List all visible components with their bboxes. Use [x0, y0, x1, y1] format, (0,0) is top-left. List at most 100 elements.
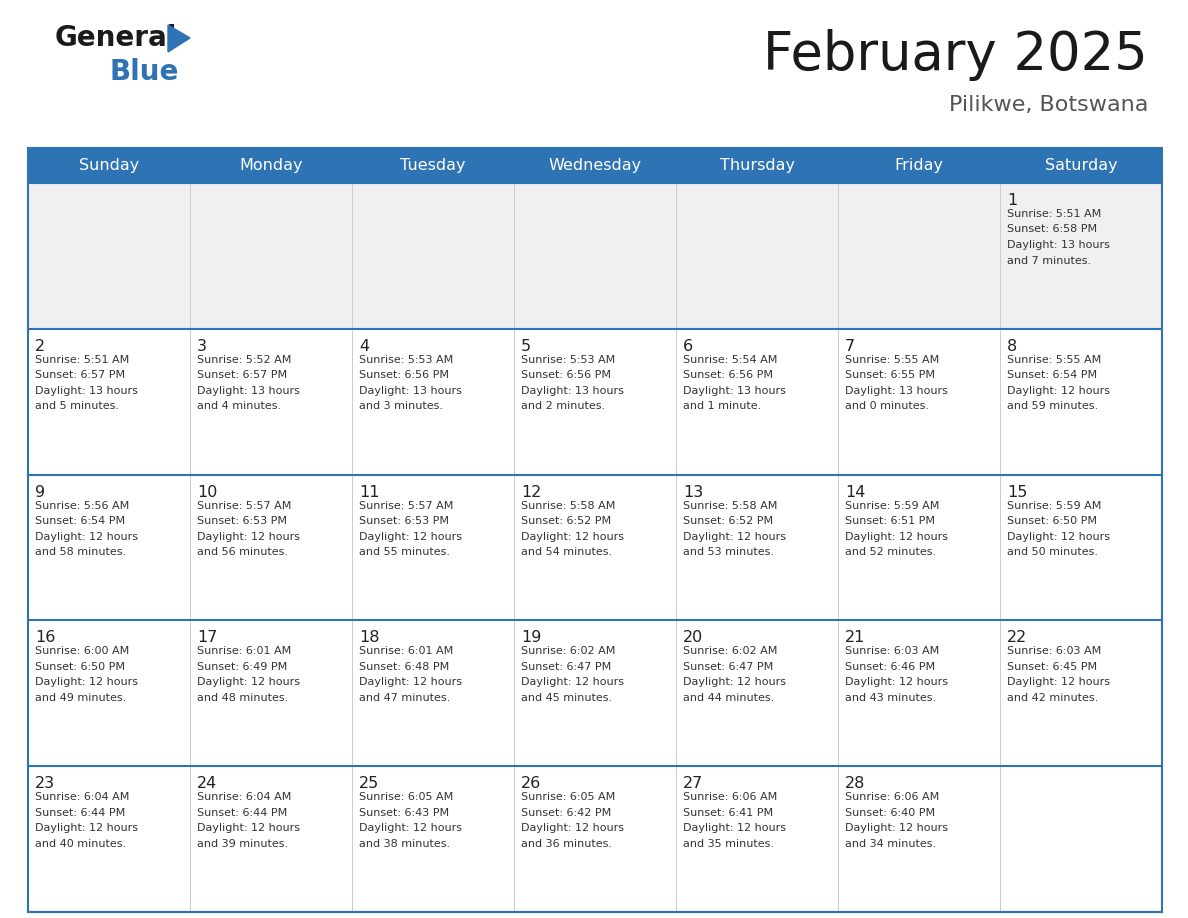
Text: Sunset: 6:52 PM: Sunset: 6:52 PM: [683, 516, 773, 526]
Text: 18: 18: [359, 631, 379, 645]
Text: Saturday: Saturday: [1044, 158, 1117, 173]
Bar: [29, 475, 1162, 621]
Text: Sunrise: 6:02 AM: Sunrise: 6:02 AM: [683, 646, 777, 656]
Text: Daylight: 12 hours: Daylight: 12 hours: [1007, 532, 1110, 542]
Text: 17: 17: [197, 631, 217, 645]
Text: and 0 minutes.: and 0 minutes.: [845, 401, 929, 411]
Text: Daylight: 12 hours: Daylight: 12 hours: [683, 823, 786, 834]
Text: 27: 27: [683, 777, 703, 791]
Text: and 2 minutes.: and 2 minutes.: [522, 401, 605, 411]
Text: Daylight: 12 hours: Daylight: 12 hours: [845, 823, 948, 834]
Bar: [29, 767, 1162, 912]
Text: Sunrise: 5:58 AM: Sunrise: 5:58 AM: [522, 500, 615, 510]
Text: Sunrise: 5:53 AM: Sunrise: 5:53 AM: [359, 354, 454, 364]
Text: Sunrise: 6:05 AM: Sunrise: 6:05 AM: [522, 792, 615, 802]
Text: Sunrise: 5:54 AM: Sunrise: 5:54 AM: [683, 354, 777, 364]
Bar: [29, 621, 1162, 767]
Text: Sunrise: 6:02 AM: Sunrise: 6:02 AM: [522, 646, 615, 656]
Text: Sunset: 6:52 PM: Sunset: 6:52 PM: [522, 516, 611, 526]
Text: and 50 minutes.: and 50 minutes.: [1007, 547, 1098, 557]
Text: Sunrise: 6:01 AM: Sunrise: 6:01 AM: [359, 646, 454, 656]
Text: Sunset: 6:45 PM: Sunset: 6:45 PM: [1007, 662, 1098, 672]
Text: and 4 minutes.: and 4 minutes.: [197, 401, 282, 411]
Text: Daylight: 12 hours: Daylight: 12 hours: [845, 532, 948, 542]
Text: 28: 28: [845, 777, 865, 791]
Text: Daylight: 12 hours: Daylight: 12 hours: [197, 532, 301, 542]
Text: Sunrise: 5:57 AM: Sunrise: 5:57 AM: [359, 500, 454, 510]
Bar: [29, 183, 1162, 329]
Text: Sunset: 6:53 PM: Sunset: 6:53 PM: [359, 516, 449, 526]
Text: Sunset: 6:48 PM: Sunset: 6:48 PM: [359, 662, 449, 672]
Text: Daylight: 12 hours: Daylight: 12 hours: [197, 823, 301, 834]
Text: 5: 5: [522, 339, 531, 353]
Text: and 56 minutes.: and 56 minutes.: [197, 547, 287, 557]
Text: 13: 13: [683, 485, 703, 499]
Text: Sunrise: 5:57 AM: Sunrise: 5:57 AM: [197, 500, 291, 510]
Text: 23: 23: [34, 777, 55, 791]
Text: Daylight: 12 hours: Daylight: 12 hours: [683, 532, 786, 542]
Text: Sunset: 6:53 PM: Sunset: 6:53 PM: [197, 516, 287, 526]
Text: Sunset: 6:49 PM: Sunset: 6:49 PM: [197, 662, 287, 672]
Text: Sunset: 6:50 PM: Sunset: 6:50 PM: [1007, 516, 1097, 526]
Text: 21: 21: [845, 631, 865, 645]
Text: 8: 8: [1007, 339, 1017, 353]
Text: 6: 6: [683, 339, 693, 353]
Bar: [29, 329, 1162, 475]
Text: Sunset: 6:41 PM: Sunset: 6:41 PM: [683, 808, 773, 818]
Text: February 2025: February 2025: [763, 29, 1148, 81]
Text: Sunset: 6:47 PM: Sunset: 6:47 PM: [683, 662, 773, 672]
Text: Friday: Friday: [895, 158, 943, 173]
Text: 10: 10: [197, 485, 217, 499]
Text: Sunrise: 5:53 AM: Sunrise: 5:53 AM: [522, 354, 615, 364]
Text: Sunrise: 6:01 AM: Sunrise: 6:01 AM: [197, 646, 291, 656]
Text: 16: 16: [34, 631, 56, 645]
Text: and 55 minutes.: and 55 minutes.: [359, 547, 450, 557]
Text: Sunset: 6:44 PM: Sunset: 6:44 PM: [34, 808, 125, 818]
Text: 24: 24: [197, 777, 217, 791]
Text: and 45 minutes.: and 45 minutes.: [522, 693, 612, 703]
Text: Daylight: 13 hours: Daylight: 13 hours: [359, 386, 462, 396]
Text: Sunset: 6:58 PM: Sunset: 6:58 PM: [1007, 225, 1098, 234]
Text: Daylight: 12 hours: Daylight: 12 hours: [522, 677, 624, 688]
Text: Sunset: 6:42 PM: Sunset: 6:42 PM: [522, 808, 612, 818]
Text: Sunset: 6:44 PM: Sunset: 6:44 PM: [197, 808, 287, 818]
Text: Sunset: 6:40 PM: Sunset: 6:40 PM: [845, 808, 935, 818]
Text: Sunrise: 5:52 AM: Sunrise: 5:52 AM: [197, 354, 291, 364]
Text: Daylight: 12 hours: Daylight: 12 hours: [1007, 386, 1110, 396]
Text: and 42 minutes.: and 42 minutes.: [1007, 693, 1098, 703]
Text: Daylight: 13 hours: Daylight: 13 hours: [1007, 240, 1110, 250]
Text: and 47 minutes.: and 47 minutes.: [359, 693, 450, 703]
Text: Sunset: 6:51 PM: Sunset: 6:51 PM: [845, 516, 935, 526]
Text: Pilikwe, Botswana: Pilikwe, Botswana: [949, 95, 1148, 115]
Text: Sunset: 6:47 PM: Sunset: 6:47 PM: [522, 662, 612, 672]
Text: and 58 minutes.: and 58 minutes.: [34, 547, 126, 557]
Text: Sunset: 6:55 PM: Sunset: 6:55 PM: [845, 370, 935, 380]
Text: and 54 minutes.: and 54 minutes.: [522, 547, 612, 557]
Text: Daylight: 12 hours: Daylight: 12 hours: [845, 677, 948, 688]
Text: Sunrise: 5:58 AM: Sunrise: 5:58 AM: [683, 500, 777, 510]
Bar: [29, 148, 1162, 183]
Text: Daylight: 12 hours: Daylight: 12 hours: [683, 677, 786, 688]
Text: Daylight: 12 hours: Daylight: 12 hours: [359, 532, 462, 542]
Bar: [29, 148, 1162, 912]
Text: Sunset: 6:56 PM: Sunset: 6:56 PM: [522, 370, 611, 380]
Text: 3: 3: [197, 339, 207, 353]
Text: Sunset: 6:43 PM: Sunset: 6:43 PM: [359, 808, 449, 818]
Text: 4: 4: [359, 339, 369, 353]
Text: Daylight: 13 hours: Daylight: 13 hours: [522, 386, 624, 396]
Text: Sunset: 6:56 PM: Sunset: 6:56 PM: [683, 370, 773, 380]
Text: 20: 20: [683, 631, 703, 645]
Text: Sunrise: 6:04 AM: Sunrise: 6:04 AM: [34, 792, 129, 802]
Text: and 34 minutes.: and 34 minutes.: [845, 839, 936, 849]
Text: Sunrise: 5:51 AM: Sunrise: 5:51 AM: [34, 354, 129, 364]
Text: Daylight: 13 hours: Daylight: 13 hours: [683, 386, 786, 396]
Text: and 38 minutes.: and 38 minutes.: [359, 839, 450, 849]
Text: and 48 minutes.: and 48 minutes.: [197, 693, 289, 703]
Text: Daylight: 12 hours: Daylight: 12 hours: [197, 677, 301, 688]
Text: Sunrise: 6:03 AM: Sunrise: 6:03 AM: [845, 646, 940, 656]
Text: Sunday: Sunday: [78, 158, 139, 173]
Text: Sunrise: 5:55 AM: Sunrise: 5:55 AM: [845, 354, 940, 364]
Text: 22: 22: [1007, 631, 1028, 645]
Text: and 40 minutes.: and 40 minutes.: [34, 839, 126, 849]
Text: Thursday: Thursday: [720, 158, 795, 173]
